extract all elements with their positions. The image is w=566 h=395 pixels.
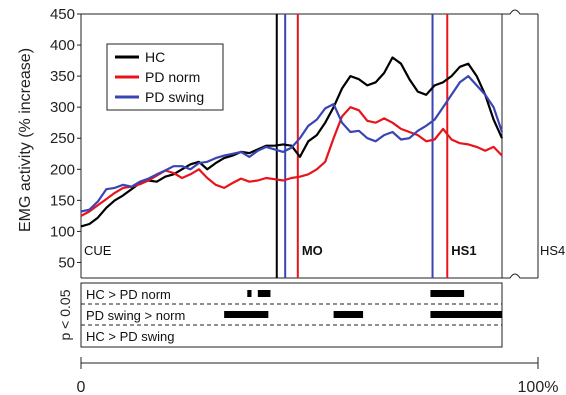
- significance-bar-row1-3: [430, 290, 465, 297]
- event-labels: CUE MO HS1 HS4: [84, 243, 565, 258]
- significance-row-label-2: PD swing > norm: [86, 308, 185, 323]
- series-line-pd-norm: [80, 106, 503, 217]
- event-label-hs4: HS4: [540, 243, 565, 258]
- significance-bar-row2-1: [224, 311, 269, 318]
- y-axis-label: EMG activity (% increase): [17, 48, 34, 232]
- event-label-cue: CUE: [84, 243, 112, 258]
- y-tick-label-50: 50: [58, 254, 75, 271]
- event-lines: [275, 14, 449, 278]
- event-label-mo: MO: [302, 243, 323, 258]
- x-tick-label-100: 100%: [518, 379, 559, 395]
- axis-break-marks: [502, 9, 539, 279]
- y-tick-label-150: 150: [50, 192, 75, 209]
- y-tick-label-250: 250: [50, 130, 75, 147]
- y-tick-label-400: 400: [50, 37, 75, 54]
- legend-label-pd-swing: PD swing: [145, 89, 204, 105]
- significance-row-label-3: HC > PD swing: [86, 329, 175, 344]
- series-line-pd-swing: [80, 74, 504, 213]
- x-tick-label-0: 0: [77, 379, 86, 395]
- legend: HC PD norm PD swing: [106, 43, 224, 111]
- series-lines: [80, 56, 504, 228]
- y-tick-label-200: 200: [50, 161, 75, 178]
- y-ticks: 50 100 150 200 250 300 350 400 450: [50, 6, 81, 271]
- significance-bar-row2-3: [430, 311, 502, 318]
- series-line-hc: [80, 56, 504, 228]
- significance-row-label-1: HC > PD norm: [86, 287, 171, 302]
- significance-bar-row2-2: [333, 311, 364, 318]
- significance-bars: [224, 290, 502, 318]
- significance-panel: p < 0.05 HC > PD norm PD swing > norm HC…: [57, 282, 503, 348]
- y-tick-label-300: 300: [50, 99, 75, 116]
- legend-label-hc: HC: [145, 49, 165, 65]
- event-label-hs1: HS1: [451, 243, 476, 258]
- significance-bar-row1-2: [257, 290, 271, 297]
- significance-bar-row1-1: [247, 290, 252, 297]
- legend-label-pd-norm: PD norm: [145, 69, 200, 85]
- x-axis: [80, 357, 539, 369]
- y-tick-label-100: 100: [50, 223, 75, 240]
- significance-ylabel: p < 0.05: [57, 289, 73, 340]
- y-tick-label-350: 350: [50, 68, 75, 85]
- y-tick-label-450: 450: [50, 6, 75, 23]
